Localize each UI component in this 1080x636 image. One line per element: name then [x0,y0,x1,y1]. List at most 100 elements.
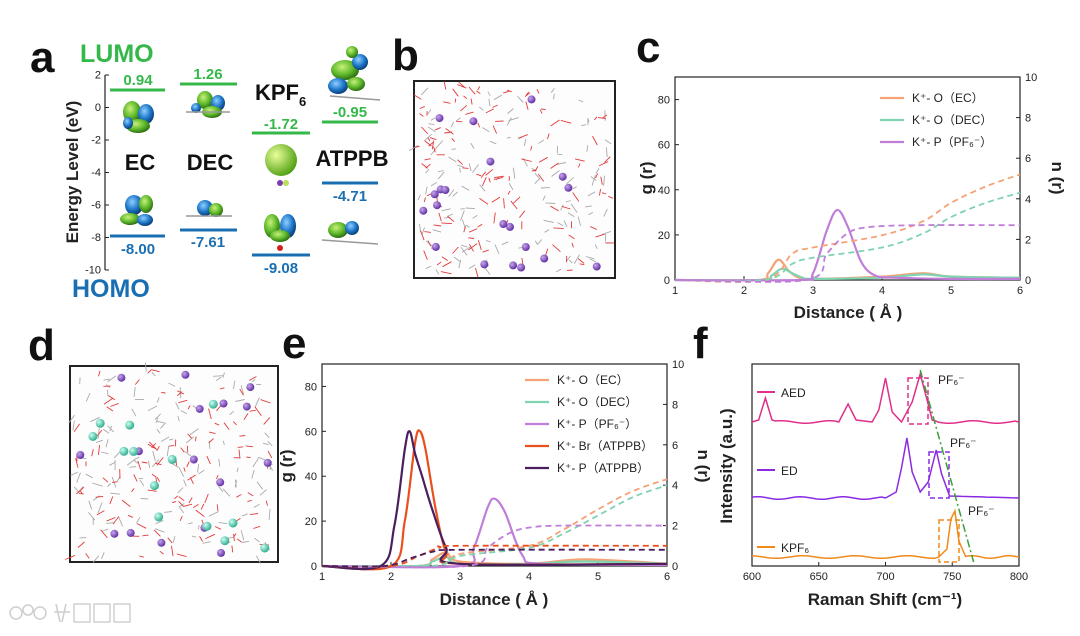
bromide-ion [167,454,177,464]
e-xtick-label: 6 [664,571,670,583]
c-y2tick-label: 2 [1025,234,1031,246]
c-xlabel: Distance ( Å ) [794,303,903,322]
e-series-k-p-pf [321,497,668,569]
energy-tick-label: -8 [91,232,101,244]
potassium-ion [126,528,135,537]
f-series-label: ED [781,464,798,478]
f-xtick-label: 700 [876,571,894,583]
potassium-ion [216,478,225,487]
bromide-ion [154,512,164,522]
panel-label-b: b [392,31,419,80]
e-series-n-r-k-o-ec [321,478,668,568]
e-xtick-label: 3 [457,571,463,583]
c-xtick-label: 3 [810,285,816,297]
c-ytick-label: 40 [658,185,670,197]
c-y2tick-label: 6 [1025,153,1031,165]
e-ytick-label: 20 [305,516,317,528]
molecule-name-dec: DEC [187,150,234,175]
e-legend-label: K⁺- Br（ATPPB） [557,439,653,453]
potassium-ion [157,538,166,547]
c-ytick-label: 80 [658,95,670,107]
orbital-ec-homo [120,195,153,226]
panel-label-e: e [282,319,306,368]
c-legend-label: K⁺- O（DEC） [912,113,992,127]
f-series-kpf [751,508,1020,560]
molecule-name-kpf6: KPF6 [255,80,306,109]
f-peak-box [938,519,960,563]
md-bond-network [408,87,612,275]
c-y2tick-label: 8 [1025,113,1031,125]
potassium-ion [499,220,508,228]
potassium-ion [419,206,428,215]
potassium-ion [506,222,514,231]
homo-value-kpf6: -9.08 [264,260,298,277]
potassium-ion [435,114,444,123]
potassium-ion [564,183,573,192]
e-ytick-label: 40 [305,471,317,483]
potassium-ion [110,529,119,538]
potassium-ion [189,455,198,464]
f-xtick-label: 800 [1010,571,1028,583]
md-bond-network [65,369,273,560]
potassium-ion [219,399,228,408]
e-ylabel-left: g (r) [277,449,296,482]
lumo-value-kpf6: -1.72 [264,116,298,133]
lumo-value-atppb: -0.95 [333,104,367,121]
c-xtick-label: 5 [948,285,954,297]
e-y2tick-label: 4 [672,480,678,492]
homo-value-ec: -8.00 [121,241,155,258]
bromide-ion [260,543,270,553]
panel-label-c: c [636,23,660,72]
potassium-ion [76,451,85,459]
c-xtick-label: 4 [879,285,885,297]
energy-tick-label: -2 [91,135,101,147]
bromide-ion [220,536,230,546]
e-ytick-label: 80 [305,381,317,393]
panel-label-f: f [693,319,708,368]
e-y2tick-label: 8 [672,399,678,411]
panel-label-a: a [30,33,55,82]
energy-axis: 2 0 -2 -4 -6 -8 -10 Energy Level (eV) [63,70,109,277]
energy-tick-label: 0 [95,102,101,114]
energy-values: 0.94 1.26 -1.72 -0.95 -8.00 -7.61 -9.08 … [121,66,367,277]
f-ylabel: Intensity (a.u.) [717,408,736,523]
energy-tick-label: -10 [85,265,101,277]
raman-chart-f: 600 650 700 750 800 AED PF₆⁻ ED PF₆⁻ KPF₆ PF₆⁻ Ram… [717,363,1028,609]
c-ytick-label: 60 [658,140,670,152]
md-snapshot-d [65,362,279,564]
f-xtick-label: 600 [743,571,761,583]
e-ytick-label: 0 [311,561,317,573]
c-series-k-o-dec [674,267,1021,282]
bromide-ion [208,399,218,409]
e-legend-label: K⁺- O（DEC） [557,395,637,409]
orbital-illustrations [120,46,381,251]
e-xtick-label: 2 [388,571,394,583]
orbital-atppb-homo [321,221,379,245]
bromide-ion [129,446,139,456]
orbital-kpf6-lumo [265,144,297,186]
potassium-ion [181,370,190,379]
f-peak-box [928,451,950,499]
potassium-ion [433,201,441,210]
molecule-name-atppb: ATPPB [316,146,389,171]
watermark [9,603,131,623]
homo-value-dec: -7.61 [191,234,225,251]
energy-tick-label: -6 [91,200,101,212]
c-ylabel-right: n (r) [1048,161,1067,194]
orbital-dec-homo [186,200,232,217]
bromide-ion [119,446,129,456]
bromide-ion [228,518,238,528]
e-y2tick-label: 6 [672,440,678,452]
e-series-n-r-k-p-atppb [321,548,668,568]
lumo-label: LUMO [80,40,154,68]
c-legend-label: K⁺- P（PF₆⁻） [912,135,992,149]
e-xlabel: Distance ( Å ) [440,590,549,609]
c-ytick-label: 20 [658,230,670,242]
c-series-n-r-k-o-dec [674,191,1021,283]
potassium-ion [509,261,518,270]
c-xtick-label: 6 [1017,285,1023,297]
lumo-value-ec: 0.94 [123,72,153,89]
f-series-label: KPF₆ [781,541,809,555]
energy-level-lines [110,82,378,257]
